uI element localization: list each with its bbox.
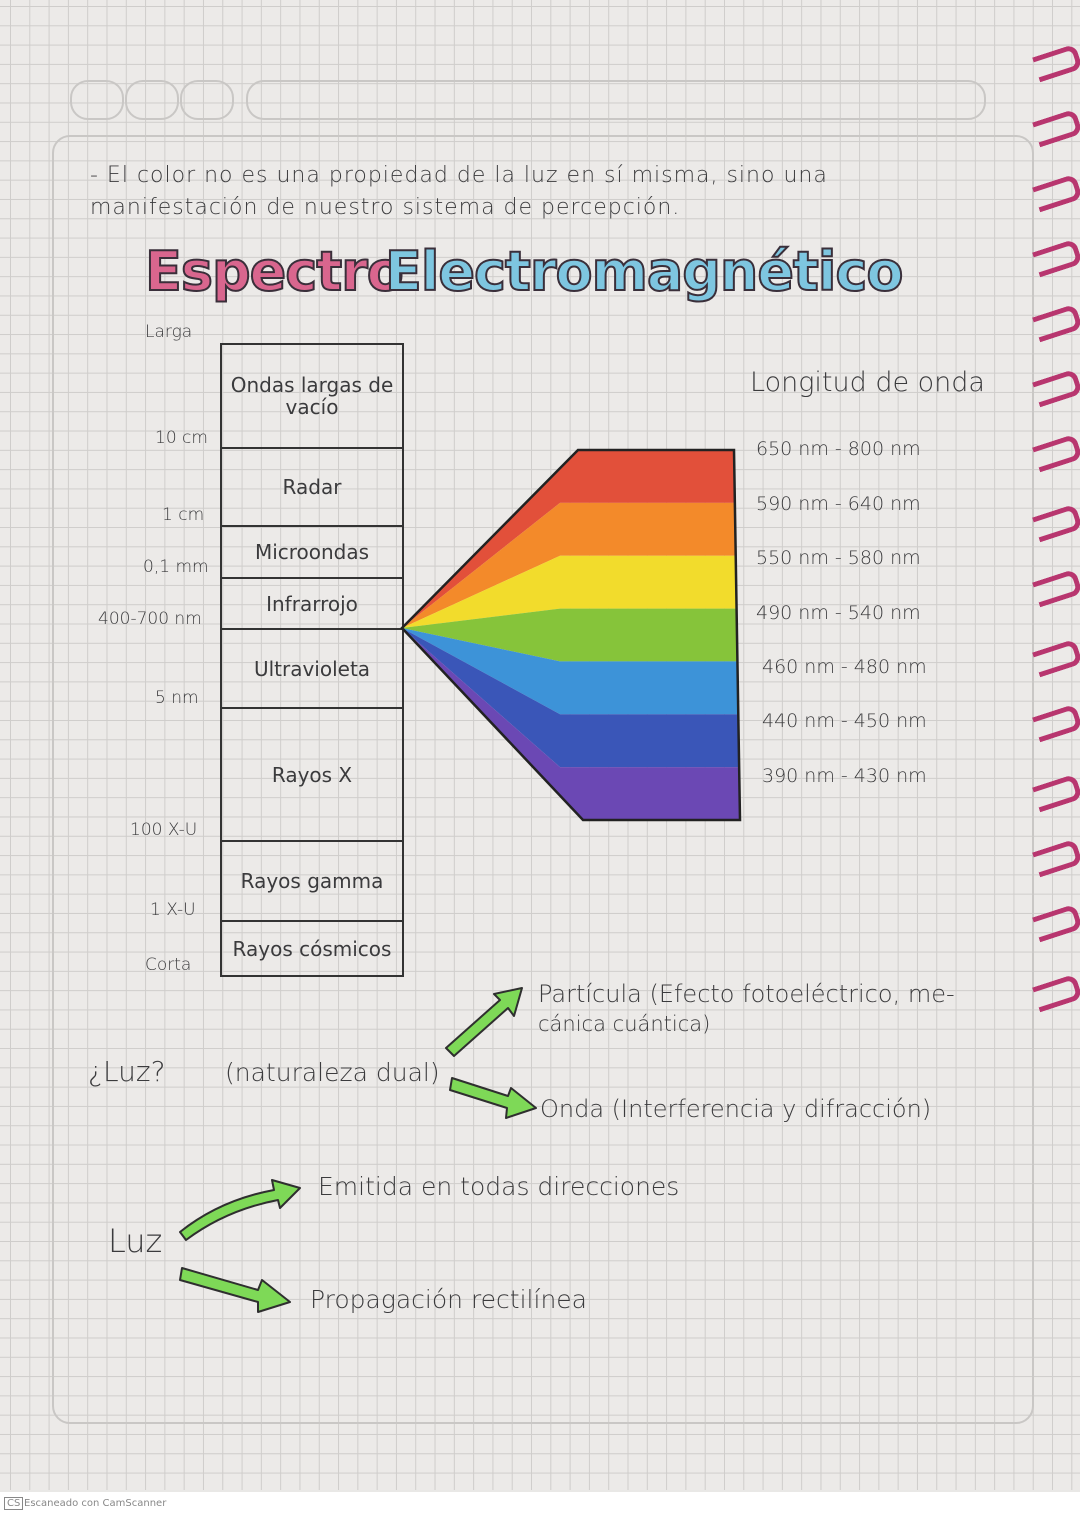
arrow-icon — [445, 987, 523, 1057]
header-box — [125, 80, 179, 120]
note-line-2: manifestación de nuestro sistema de perc… — [90, 195, 681, 220]
header-box — [180, 80, 234, 120]
spectrum-band — [402, 628, 740, 715]
light-question: ¿Luz? — [88, 1055, 166, 1088]
scale-label: 5 nm — [155, 688, 199, 708]
header-bar — [246, 80, 986, 120]
arrow-icon — [449, 1077, 537, 1119]
wave-text: Onda (Interferencia y difracción) — [540, 1095, 932, 1123]
wavelength-range: 390 nm - 430 nm — [762, 764, 927, 787]
spectrum-band — [402, 555, 740, 628]
dual-nature-label: (naturaleza dual) — [225, 1058, 440, 1087]
spectrum-band — [402, 628, 740, 820]
wavelength-header: Longitud de onda — [750, 367, 985, 398]
spectrum-row: Rayos gamma — [222, 842, 402, 922]
note-line-1: - El color no es una propiedad de la luz… — [90, 163, 828, 188]
arrow-icon — [179, 1267, 291, 1313]
spectrum-band — [402, 450, 740, 628]
spectrum-row: Microondas — [222, 527, 402, 579]
spectrum-band — [402, 502, 740, 628]
spectrum-row: Rayos X — [222, 709, 402, 842]
propagation-text: Propagación rectilínea — [310, 1285, 587, 1314]
spectrum-row: Ondas largas de vacío — [222, 345, 402, 449]
title-espectro: Espectro — [144, 239, 405, 304]
emitted-text: Emitida en todas direcciones — [318, 1172, 680, 1201]
particle-text: Partícula (Efecto fotoeléctrico, me- — [538, 980, 955, 1008]
scale-label: 10 cm — [155, 428, 208, 448]
title-electromagnetico: Electromagnético — [384, 239, 904, 304]
spectrum-row: Infrarrojo — [222, 579, 402, 630]
wavelength-range: 440 nm - 450 nm — [762, 710, 927, 733]
spectrum-row: Ultravioleta — [222, 630, 402, 709]
wavelength-range: 490 nm - 540 nm — [756, 601, 921, 624]
spectrum-band — [402, 628, 740, 768]
wavelength-range: 460 nm - 480 nm — [762, 655, 927, 678]
scale-label: Corta — [145, 955, 192, 975]
arrow-icon — [179, 1179, 301, 1241]
spectrum-band — [402, 608, 740, 662]
scale-label: 0,1 mm — [143, 557, 209, 577]
particle-text-cont: cánica cuántica) — [538, 1012, 711, 1036]
spectrum-row: Radar — [222, 449, 402, 527]
scale-label: Larga — [145, 322, 193, 342]
spectrum-table: Ondas largas de vacío Radar Microondas I… — [220, 343, 404, 977]
header-box — [70, 80, 124, 120]
scale-label: 1 cm — [162, 505, 205, 525]
wavelength-range: 650 nm - 800 nm — [756, 438, 921, 461]
scale-label: 100 X-U — [130, 820, 198, 840]
scale-label: 400-700 nm — [98, 609, 202, 629]
scanner-footer: CS Escaneado con CamScanner — [0, 1492, 1080, 1516]
wavelength-range: 590 nm - 640 nm — [756, 492, 921, 515]
camscanner-logo: CS — [4, 1497, 24, 1510]
light-label: Luz — [108, 1222, 163, 1260]
spectrum-row: Rayos cósmicos — [232, 936, 392, 961]
scale-label: 1 X-U — [150, 900, 196, 920]
scanner-text: Escaneado con CamScanner — [24, 1498, 167, 1509]
page-frame — [52, 135, 1034, 1424]
wavelength-range: 550 nm - 580 nm — [756, 547, 921, 570]
